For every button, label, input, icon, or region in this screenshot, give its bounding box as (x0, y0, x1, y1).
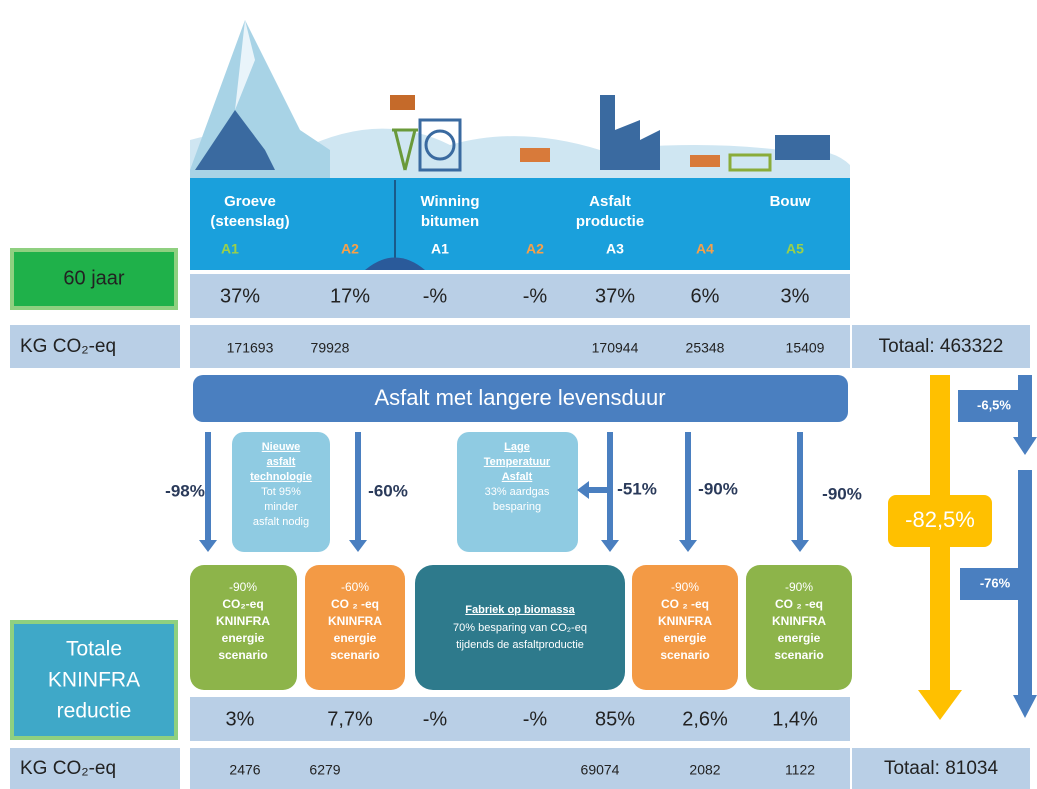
kg-value: 6279 (309, 762, 340, 778)
reduction: -90% (698, 479, 738, 498)
baseline-percent-row (190, 274, 850, 318)
result-label: reductie (57, 700, 132, 723)
scenario-text: -60% (341, 580, 369, 594)
info-text: 33% aardgas (485, 486, 550, 498)
percentage: 17% (330, 285, 370, 307)
kg-value: 15409 (786, 340, 825, 356)
info-title: technologie (250, 471, 312, 483)
scenario-text: -90% (671, 580, 699, 594)
reduction: -60% (368, 481, 408, 500)
percentage: 3% (226, 708, 255, 730)
baseline-label: 60 jaar (63, 267, 124, 289)
percentage: 7,7% (327, 708, 373, 730)
stage-name: Groeve (224, 193, 276, 210)
total: Totaal: 81034 (884, 758, 999, 779)
stage-name: Winning (420, 193, 479, 210)
kg-value: 79928 (311, 340, 350, 356)
baseline-kg-row (190, 325, 850, 368)
percentage: 37% (220, 285, 260, 307)
kg-label: KG CO₂-eq (20, 336, 116, 357)
stage-name: bitumen (421, 213, 479, 230)
scenario-text: KNINFRA (328, 614, 382, 628)
stage-name: (steenslag) (210, 213, 289, 230)
phase-code: A4 (696, 241, 714, 257)
stage-name: Bouw (770, 193, 811, 210)
scenario-text: energie (334, 631, 377, 645)
phase-code: A2 (341, 241, 359, 257)
scenario-text: CO ₂ -eq (775, 597, 823, 611)
info-title: asfalt (267, 456, 296, 468)
scenario-text: -90% (785, 580, 813, 594)
percentage: -% (523, 708, 548, 730)
result-percent-row (190, 697, 850, 741)
phase-code: A1 (431, 241, 449, 257)
kg-value: 171693 (227, 340, 274, 356)
scenario-text: energie (778, 631, 821, 645)
scenario-text: CO ₂ -eq (331, 597, 379, 611)
scenario-title: Fabriek op biomassa (465, 604, 575, 616)
result-kg-row (190, 748, 850, 789)
measure-text: Asfalt met langere levensduur (374, 385, 665, 410)
landscape (190, 20, 850, 180)
percentage: -% (523, 285, 548, 307)
scenario-text: scenario (330, 648, 379, 662)
percentage: 85% (595, 708, 635, 730)
scenario-text: -90% (229, 580, 257, 594)
reduction: -90% (822, 484, 862, 503)
kg-label: KG CO₂-eq (20, 758, 116, 779)
kg-value: 2476 (229, 762, 260, 778)
stage-name: Asfalt (589, 193, 631, 210)
reduction: -98% (165, 481, 205, 500)
percentage: 37% (595, 285, 635, 307)
percentage: 2,6% (682, 708, 728, 730)
stage-name: productie (576, 213, 644, 230)
info-title: Nieuwe (262, 441, 301, 453)
total-reduction: -82,5% (905, 507, 975, 532)
reduction: -51% (617, 479, 657, 498)
percentage: -% (423, 285, 448, 307)
scenario-text: KNINFRA (658, 614, 712, 628)
percentage: -% (423, 708, 448, 730)
total-arrow (918, 375, 962, 720)
side-reduction: -76% (980, 575, 1011, 590)
phase-code: A3 (606, 241, 624, 257)
info-text: minder (264, 501, 298, 513)
info-text: besparing (493, 501, 541, 513)
side-reduction: -6,5% (977, 397, 1011, 412)
kg-value: 1122 (785, 762, 815, 778)
scenario-text: scenario (774, 648, 823, 662)
kg-value: 25348 (686, 340, 725, 356)
scenario-text: KNINFRA (772, 614, 826, 628)
info-text: asfalt nodig (253, 516, 309, 528)
percentage: 1,4% (772, 708, 818, 730)
percentage: 3% (781, 285, 810, 307)
infographic: Groeve (steenslag) Winning bitumen Asfalt pro… (0, 0, 1037, 789)
scenario-text: 70% besparing van CO₂-eq (453, 622, 587, 634)
phase-code: A5 (786, 241, 804, 257)
info-title: Lage (504, 441, 530, 453)
kg-value: 69074 (581, 762, 620, 778)
result-label: Totale (66, 638, 122, 661)
total: Totaal: 463322 (879, 336, 1004, 357)
info-text: Tot 95% (261, 486, 301, 498)
kg-value: 170944 (592, 340, 639, 356)
info-title: Temperatuur (484, 456, 551, 468)
percentage: 6% (691, 285, 720, 307)
scenario-text: KNINFRA (216, 614, 270, 628)
scenario-text: energie (222, 631, 265, 645)
scenario-text: CO₂-eq (222, 597, 263, 611)
result-label: KNINFRA (48, 669, 140, 692)
phase-code: A1 (221, 241, 239, 257)
kg-value: 2082 (689, 762, 720, 778)
scenario-text: energie (664, 631, 707, 645)
phase-code: A2 (526, 241, 544, 257)
scenario-text: scenario (660, 648, 709, 662)
scenario-text: tijdends de asfaltproductie (456, 639, 584, 651)
scenario-text: CO ₂ -eq (661, 597, 709, 611)
scenario-text: scenario (218, 648, 267, 662)
info-title: Asfalt (502, 471, 533, 483)
